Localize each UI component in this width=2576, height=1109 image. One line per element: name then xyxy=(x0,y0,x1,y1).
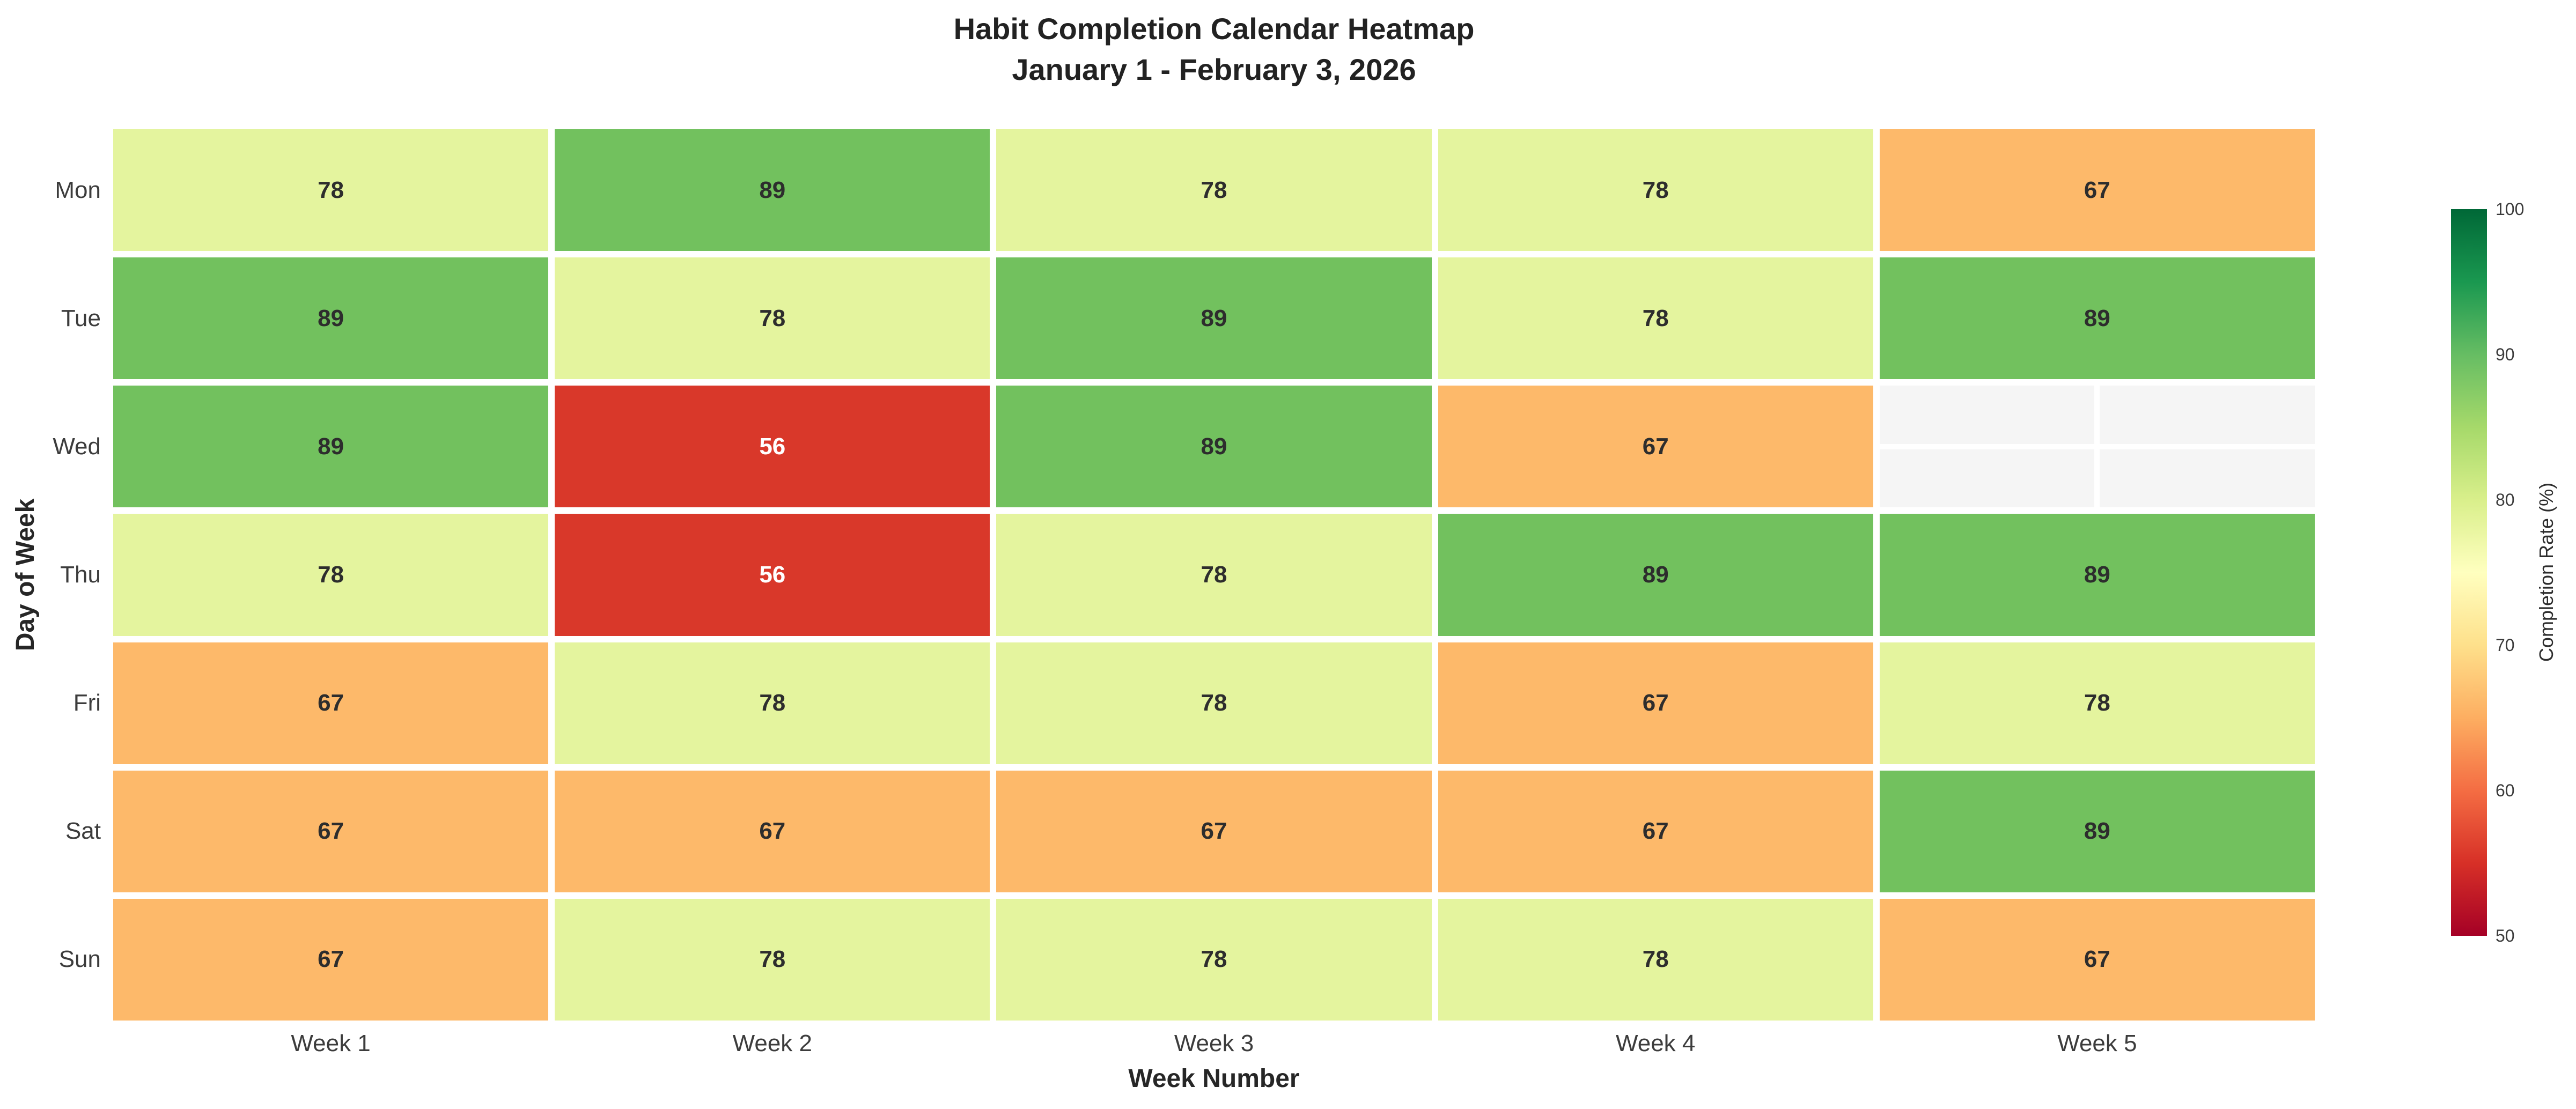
heatmap-cell-sat-week1: 67 xyxy=(113,770,549,892)
y-tick-label-mon: Mon xyxy=(55,176,101,203)
x-axis-label: Week Number xyxy=(1128,1064,1300,1093)
heatmap-cell-fri-week5: 78 xyxy=(1879,642,2315,764)
heatmap-grid: 78 89 78 78 67 89 78 89 78 89 89 56 89 67 78 56 78 89 89 67… xyxy=(113,129,2315,1021)
heatmap-cell-wed-week4: 67 xyxy=(1438,386,1873,508)
heatmap-cell-mon-week5: 67 xyxy=(1879,129,2315,252)
x-tick-label-week2: Week 2 xyxy=(732,1030,812,1056)
heatmap-cell-tue-week1: 89 xyxy=(113,257,549,380)
heatmap-cell-thu-week2: 56 xyxy=(555,514,990,636)
heatmap-cell-thu-week3: 78 xyxy=(996,514,1432,636)
heatmap-cell-sun-week5: 67 xyxy=(1879,898,2315,1021)
y-tick-label-thu: Thu xyxy=(60,561,101,588)
y-tick-label-fri: Fri xyxy=(73,690,101,716)
heatmap-cell-thu-week4: 89 xyxy=(1438,514,1873,636)
heatmap-cell-tue-week3: 89 xyxy=(996,257,1432,380)
heatmap-cell-fri-week4: 67 xyxy=(1438,642,1873,764)
heatmap-cell-wed-week1: 89 xyxy=(113,386,549,508)
x-tick-label-week5: Week 5 xyxy=(2057,1030,2137,1056)
y-tick-label-tue: Tue xyxy=(61,305,101,331)
y-tick-label-wed: Wed xyxy=(53,433,101,460)
heatmap-cell-tue-week2: 78 xyxy=(555,257,990,380)
heatmap-cell-fri-week1: 67 xyxy=(113,642,549,764)
colorbar-tick-90: 90 xyxy=(2496,345,2515,364)
colorbar-tick-50: 50 xyxy=(2496,926,2515,945)
heatmap-cell-thu-week1: 78 xyxy=(113,514,549,636)
heatmap-cell-sat-week5: 89 xyxy=(1879,770,2315,892)
colorbar-tick-100: 100 xyxy=(2496,199,2525,219)
heatmap-cell-sun-week2: 78 xyxy=(555,898,990,1021)
heatmap-cell-sun-week3: 78 xyxy=(996,898,1432,1021)
x-tick-label-week1: Week 1 xyxy=(291,1030,371,1056)
y-tick-label-sat: Sat xyxy=(65,818,101,845)
heatmap-cell-sat-week3: 67 xyxy=(996,770,1432,892)
heatmap-cell-sun-week1: 67 xyxy=(113,898,549,1021)
title-block: Habit Completion Calendar Heatmap Januar… xyxy=(0,9,2428,90)
colorbar-tick-80: 80 xyxy=(2496,490,2515,509)
heatmap-cell-tue-week5: 89 xyxy=(1879,257,2315,380)
chart-subtitle: January 1 - February 3, 2026 xyxy=(1012,52,1416,86)
x-tick-label-week3: Week 3 xyxy=(1174,1030,1254,1056)
x-tick-label-week4: Week 4 xyxy=(1616,1030,1696,1056)
heatmap-cell-mon-week3: 78 xyxy=(996,129,1432,252)
heatmap-cell-mon-week4: 78 xyxy=(1438,129,1873,252)
heatmap-cell-tue-week4: 78 xyxy=(1438,257,1873,380)
colorbar-gradient xyxy=(2451,209,2487,936)
heatmap-cell-sat-week2: 67 xyxy=(555,770,990,892)
colorbar-tick-60: 60 xyxy=(2496,781,2515,800)
heatmap-cell-thu-week5: 89 xyxy=(1879,514,2315,636)
heatmap-cell-fri-week3: 78 xyxy=(996,642,1432,764)
colorbar-label: Completion Rate (%) xyxy=(2535,482,2557,662)
heatmap-cell-mon-week2: 89 xyxy=(555,129,990,252)
heatmap-cell-wed-week5-missing xyxy=(1879,386,2315,508)
y-tick-label-sun: Sun xyxy=(58,946,101,973)
heatmap-cell-sat-week4: 67 xyxy=(1438,770,1873,892)
heatmap-cell-wed-week2: 56 xyxy=(555,386,990,508)
missing-cell-gridline-vertical xyxy=(2094,386,2100,508)
heatmap-cell-wed-week3: 89 xyxy=(996,386,1432,508)
colorbar-tick-70: 70 xyxy=(2496,635,2515,655)
chart-title: Habit Completion Calendar Heatmap xyxy=(953,12,1475,46)
heatmap-cell-mon-week1: 78 xyxy=(113,129,549,252)
heatmap-cell-sun-week4: 78 xyxy=(1438,898,1873,1021)
heatmap-cell-fri-week2: 78 xyxy=(555,642,990,764)
